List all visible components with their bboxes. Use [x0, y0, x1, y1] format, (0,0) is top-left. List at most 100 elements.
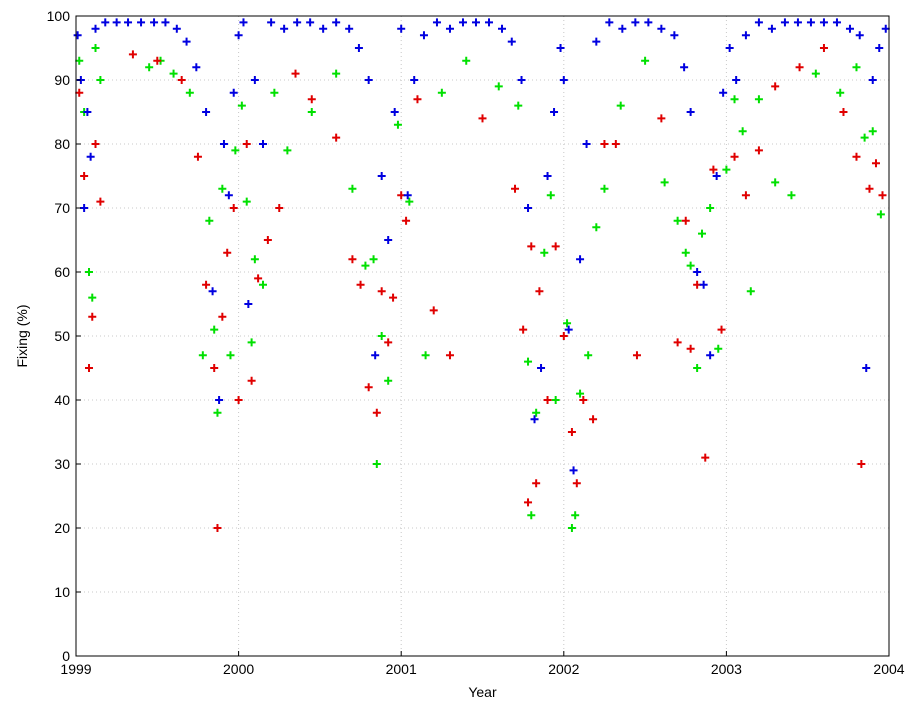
data-point	[494, 82, 503, 91]
data-point	[686, 344, 695, 353]
data-point	[283, 146, 292, 155]
data-point	[384, 236, 393, 244]
data-point	[371, 351, 380, 360]
data-point	[584, 351, 593, 360]
data-point	[218, 312, 227, 321]
data-point	[527, 511, 536, 520]
data-point	[730, 152, 739, 161]
data-point	[91, 44, 100, 52]
data-point	[657, 114, 666, 123]
data-point	[706, 351, 715, 360]
data-point	[377, 287, 386, 296]
data-point	[693, 364, 702, 372]
data-point	[219, 140, 228, 148]
data-point	[551, 242, 560, 251]
data-point	[275, 204, 284, 212]
data-point	[96, 197, 105, 206]
data-point	[445, 24, 454, 33]
data-point	[832, 18, 841, 27]
data-point	[332, 133, 341, 142]
data-point	[865, 184, 874, 193]
data-point	[202, 280, 211, 289]
data-point	[215, 396, 224, 404]
data-point	[231, 146, 240, 155]
data-point	[172, 24, 181, 33]
data-point	[145, 63, 154, 72]
y-tick-label: 50	[54, 328, 70, 344]
data-point	[543, 396, 552, 404]
data-point	[421, 351, 430, 360]
data-point	[681, 248, 690, 257]
data-point	[258, 280, 267, 289]
data-point	[878, 191, 887, 200]
data-point	[193, 152, 202, 161]
x-tick-label: 2004	[873, 661, 904, 677]
data-point	[680, 63, 689, 72]
data-point	[754, 18, 763, 27]
data-point	[563, 319, 572, 328]
data-point	[458, 18, 467, 27]
series-3	[73, 18, 890, 475]
data-point	[471, 18, 480, 27]
data-point	[714, 344, 723, 353]
data-point	[532, 479, 541, 488]
data-point	[364, 76, 373, 84]
data-point	[507, 37, 516, 46]
data-point	[618, 24, 627, 33]
data-point	[567, 524, 576, 532]
data-point	[771, 82, 780, 91]
data-point	[244, 300, 253, 308]
data-point	[576, 389, 585, 398]
data-point	[550, 108, 559, 116]
data-point	[632, 351, 641, 360]
data-point	[205, 216, 214, 225]
data-point	[101, 18, 110, 27]
data-point	[693, 268, 702, 276]
data-point	[771, 178, 780, 187]
data-point	[564, 325, 573, 334]
data-point	[319, 24, 328, 33]
data-point	[88, 293, 97, 302]
data-point	[224, 191, 233, 200]
data-point	[75, 56, 84, 65]
data-point	[616, 101, 625, 110]
data-point	[543, 172, 552, 180]
data-point	[202, 108, 211, 116]
data-point	[291, 69, 300, 78]
data-point	[546, 191, 555, 200]
data-point	[732, 76, 741, 84]
data-point	[254, 274, 263, 283]
grid-lines	[76, 16, 889, 656]
data-point	[364, 383, 373, 392]
data-point	[247, 338, 256, 347]
data-point	[862, 364, 871, 372]
data-point	[686, 108, 695, 116]
data-point	[738, 127, 747, 136]
data-point	[871, 159, 880, 168]
data-point	[369, 255, 378, 264]
data-point	[348, 255, 357, 264]
data-point	[223, 248, 232, 257]
data-point	[345, 24, 354, 33]
data-point	[182, 37, 191, 46]
data-point	[234, 396, 243, 404]
axis-ticks: 1999 2000 2001 2002 2003 2004 0 10 20 30 40 50 60 70 8…	[47, 8, 905, 677]
data-point	[559, 76, 568, 84]
data-point	[719, 88, 728, 97]
data-point	[410, 76, 419, 84]
data-point	[247, 376, 256, 385]
y-tick-label: 30	[54, 456, 70, 472]
data-point	[855, 31, 864, 40]
data-point	[524, 498, 533, 507]
data-point	[437, 88, 446, 97]
data-point	[462, 56, 471, 65]
data-point	[226, 351, 235, 360]
data-point	[839, 108, 848, 116]
data-point	[576, 255, 585, 264]
data-point	[372, 408, 381, 417]
data-point	[551, 396, 560, 404]
data-point	[699, 280, 708, 289]
y-tick-label: 100	[47, 8, 71, 24]
data-point	[242, 197, 251, 206]
data-point	[332, 69, 341, 78]
